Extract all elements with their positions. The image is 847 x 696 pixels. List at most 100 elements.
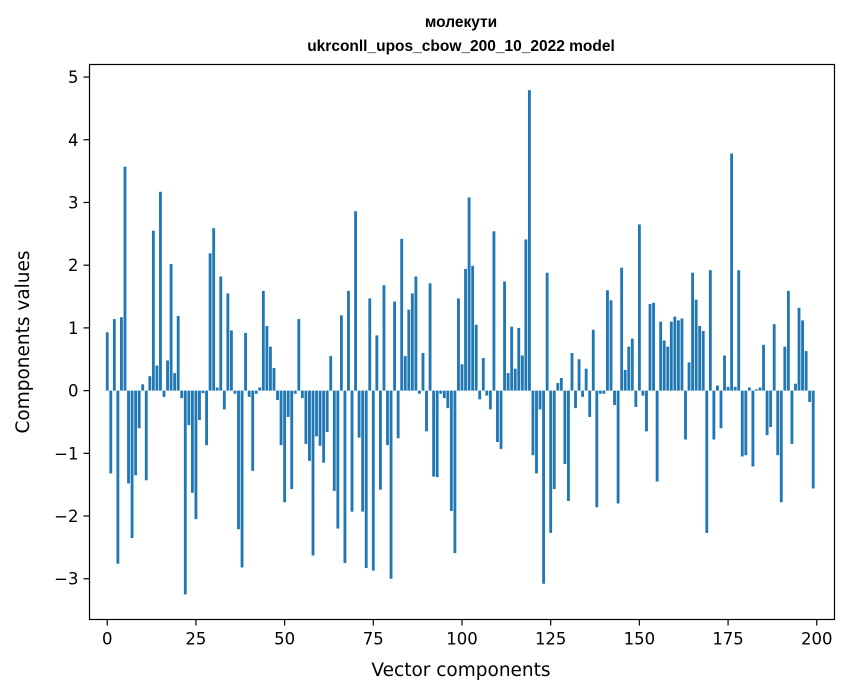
bar [449, 390, 453, 512]
bar [464, 268, 467, 391]
bar [808, 390, 812, 402]
bar [606, 290, 609, 391]
bar [311, 390, 315, 556]
bar [712, 390, 716, 440]
bar [254, 390, 258, 394]
y-tick-label: −3 [54, 570, 78, 589]
bar [226, 293, 230, 391]
bar [786, 290, 790, 391]
bar [219, 276, 223, 391]
bar [524, 239, 528, 391]
bar [478, 390, 482, 400]
bar [123, 166, 127, 391]
bar [137, 390, 141, 429]
bar [297, 319, 301, 391]
bar [403, 356, 407, 391]
bar [645, 390, 648, 432]
bar [687, 362, 691, 391]
bar [439, 390, 443, 394]
bar [737, 270, 741, 391]
bar [726, 386, 730, 391]
bar [354, 211, 357, 391]
x-tick-label: 200 [801, 630, 833, 649]
bar [513, 368, 517, 391]
plot-frame [88, 63, 836, 621]
bar [261, 290, 265, 391]
bar [588, 390, 592, 417]
bar [212, 228, 216, 391]
bar [804, 351, 808, 391]
bar [318, 390, 322, 446]
bar [581, 390, 585, 397]
bar [364, 390, 368, 569]
bar [332, 390, 336, 491]
bar [567, 390, 570, 501]
bar [545, 272, 549, 391]
bar [570, 352, 574, 391]
bar [325, 390, 329, 432]
bar [343, 390, 347, 564]
bar [382, 285, 386, 391]
bar [237, 390, 240, 530]
bar [506, 373, 510, 391]
bar [527, 90, 531, 391]
bar [684, 390, 687, 440]
bar [531, 390, 535, 456]
bar [538, 390, 542, 410]
bar [613, 390, 616, 406]
bar [510, 326, 514, 391]
bar [201, 390, 205, 394]
bar [432, 390, 436, 477]
bar [733, 386, 737, 391]
bar [762, 344, 765, 391]
bar [166, 360, 169, 391]
bar [641, 390, 645, 396]
bar [676, 320, 680, 391]
bar [378, 390, 382, 490]
bar [357, 390, 361, 438]
bar [329, 356, 333, 391]
bar [428, 283, 432, 391]
bar [492, 231, 496, 391]
bar [772, 324, 776, 391]
bar [396, 390, 400, 439]
bar [602, 390, 606, 394]
bar [414, 276, 418, 391]
bar [574, 390, 577, 409]
y-tick-label: 0 [68, 382, 79, 401]
bar [698, 326, 702, 391]
bar [205, 390, 208, 446]
bar [765, 390, 769, 436]
bar [652, 302, 655, 391]
bar [265, 326, 269, 391]
bar [194, 390, 198, 520]
bar [797, 307, 801, 391]
bar [347, 290, 350, 391]
bar [276, 390, 279, 401]
bar [740, 390, 744, 457]
bar [730, 153, 734, 391]
chart-subtitle: ukrconll_upos_cbow_200_10_2022 model [307, 38, 615, 55]
x-tick-label: 100 [446, 630, 478, 649]
bar [120, 317, 123, 391]
bar [190, 390, 194, 493]
bar [368, 298, 372, 391]
bar [290, 390, 294, 490]
bar [595, 390, 599, 508]
bar [790, 390, 794, 444]
bar [744, 390, 748, 456]
y-tick-label: −2 [54, 507, 78, 526]
bar [623, 369, 627, 391]
bar [637, 224, 641, 391]
x-tick-label: 75 [363, 630, 384, 649]
bar [375, 335, 379, 391]
bar [655, 390, 659, 482]
bar [187, 390, 191, 426]
bar [208, 253, 212, 391]
bar [215, 387, 219, 391]
y-tick-label: 3 [68, 193, 79, 212]
bar [127, 390, 130, 484]
x-tick-label: 50 [274, 630, 295, 649]
bar [801, 320, 804, 391]
